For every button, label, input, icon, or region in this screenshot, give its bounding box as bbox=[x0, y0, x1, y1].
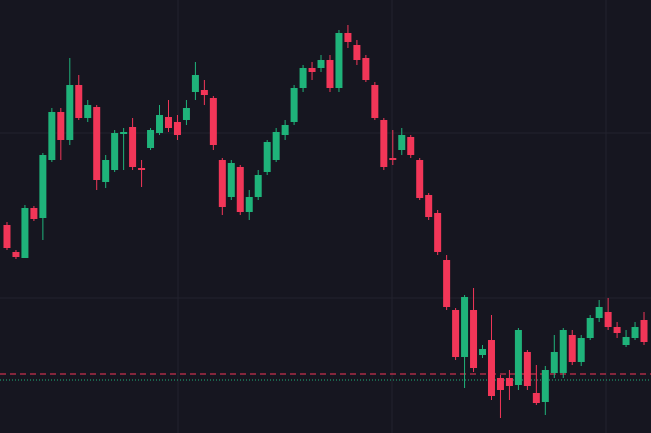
candle-body bbox=[505, 378, 513, 386]
candle-body bbox=[191, 75, 199, 92]
candle-body bbox=[236, 167, 244, 212]
candle-body bbox=[479, 349, 487, 355]
candle-body bbox=[398, 135, 406, 150]
candle-body bbox=[326, 60, 334, 88]
candle-body bbox=[66, 85, 74, 140]
candle-body bbox=[416, 160, 424, 198]
candle-body bbox=[254, 175, 262, 197]
candle-body bbox=[586, 318, 594, 338]
candle-body bbox=[147, 130, 155, 148]
candle-body bbox=[353, 45, 361, 60]
candle-body bbox=[523, 352, 531, 386]
candle-body bbox=[452, 310, 460, 357]
candle-body bbox=[39, 155, 47, 218]
candle-body bbox=[84, 105, 92, 118]
candle-body bbox=[156, 115, 164, 133]
candle-body bbox=[200, 90, 208, 95]
candle-body bbox=[93, 107, 101, 180]
candle-body bbox=[21, 208, 29, 258]
candle-body bbox=[335, 33, 343, 88]
candle-body bbox=[577, 338, 585, 362]
candle-body bbox=[532, 393, 540, 403]
candle-body bbox=[425, 195, 433, 217]
candle-body bbox=[640, 320, 648, 342]
candle-body bbox=[371, 85, 379, 118]
candle-body bbox=[362, 58, 370, 80]
candle-body bbox=[389, 158, 397, 160]
candle-body bbox=[48, 112, 56, 160]
candle-body bbox=[550, 352, 558, 373]
candle-body bbox=[514, 330, 522, 385]
candle-body bbox=[380, 120, 388, 167]
candle-body bbox=[102, 160, 110, 182]
candle-body bbox=[541, 370, 549, 402]
candle-body bbox=[622, 337, 630, 345]
candle-body bbox=[595, 307, 603, 318]
candle-body bbox=[470, 310, 478, 368]
candle-body bbox=[281, 125, 289, 135]
candle-body bbox=[604, 312, 612, 327]
candle-body bbox=[75, 85, 83, 118]
candle-body bbox=[57, 112, 65, 140]
candle-body bbox=[308, 68, 316, 72]
candle-body bbox=[129, 127, 137, 167]
candle-body bbox=[487, 340, 495, 396]
candle-body bbox=[272, 132, 280, 160]
candle-body bbox=[299, 68, 307, 88]
candle-body bbox=[461, 297, 469, 357]
candle-body bbox=[209, 98, 217, 145]
candle-body bbox=[182, 108, 190, 120]
candle-body bbox=[434, 213, 442, 252]
candle-body bbox=[496, 378, 504, 390]
candle-body bbox=[227, 163, 235, 197]
candle-body bbox=[164, 117, 172, 128]
candle-body bbox=[407, 137, 415, 155]
candle-body bbox=[559, 330, 567, 373]
candle-body bbox=[613, 327, 621, 333]
candle-body bbox=[245, 197, 253, 212]
candle-body bbox=[568, 335, 576, 362]
candle-body bbox=[218, 160, 226, 207]
candle-body bbox=[3, 225, 11, 248]
candle-body bbox=[30, 208, 38, 219]
candle-body bbox=[631, 327, 639, 338]
candle-body bbox=[138, 168, 146, 170]
candle-body bbox=[317, 60, 325, 68]
candle-body bbox=[263, 142, 271, 172]
candle-body bbox=[344, 33, 352, 42]
candle-body bbox=[12, 252, 20, 257]
candle-body bbox=[290, 88, 298, 122]
candle-body bbox=[120, 132, 128, 134]
candle-body bbox=[173, 122, 181, 135]
candle-body bbox=[111, 133, 119, 170]
candle-body bbox=[443, 260, 451, 307]
